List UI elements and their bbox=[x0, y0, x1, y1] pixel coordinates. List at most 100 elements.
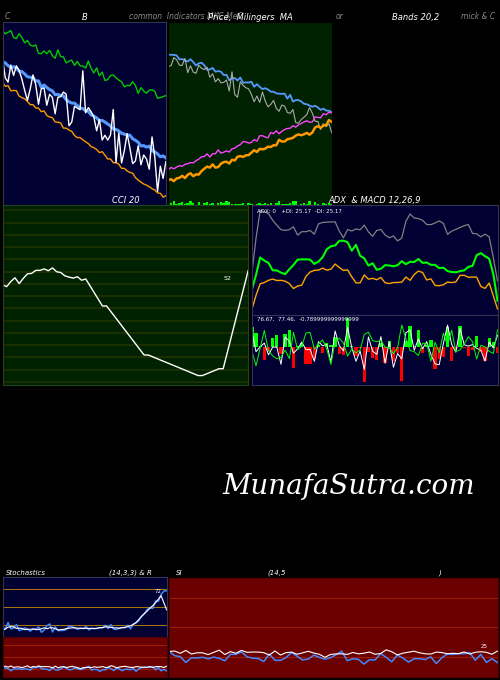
Bar bbox=[189, 201, 192, 205]
Bar bbox=[302, 203, 305, 205]
Bar bbox=[225, 201, 228, 205]
Bar bbox=[328, 203, 330, 205]
Text: ): ) bbox=[438, 570, 441, 576]
Text: (14,3,3) & R: (14,3,3) & R bbox=[109, 570, 152, 576]
Bar bbox=[350, 345, 354, 347]
Bar bbox=[475, 337, 478, 347]
Bar bbox=[254, 333, 258, 347]
Bar bbox=[278, 201, 280, 205]
Bar bbox=[317, 345, 320, 347]
Bar bbox=[416, 330, 420, 347]
Text: (14,5: (14,5 bbox=[268, 570, 286, 576]
Bar bbox=[178, 203, 180, 205]
Bar bbox=[404, 341, 407, 347]
Bar bbox=[242, 203, 244, 205]
Bar bbox=[346, 318, 350, 347]
Bar bbox=[217, 203, 220, 205]
Bar bbox=[429, 340, 432, 347]
Title: B: B bbox=[82, 13, 87, 22]
Bar bbox=[466, 347, 470, 356]
Bar bbox=[322, 203, 324, 205]
Bar bbox=[248, 203, 250, 205]
Bar bbox=[321, 347, 324, 353]
Bar bbox=[172, 201, 175, 205]
Bar bbox=[258, 346, 262, 347]
Bar bbox=[362, 347, 366, 382]
Bar bbox=[275, 335, 278, 347]
Bar bbox=[206, 202, 208, 205]
Bar bbox=[234, 203, 236, 205]
Text: 25: 25 bbox=[480, 644, 488, 649]
Bar bbox=[314, 203, 316, 205]
Bar bbox=[289, 203, 292, 205]
Bar bbox=[288, 330, 291, 347]
Bar bbox=[228, 202, 230, 205]
Bar bbox=[479, 347, 482, 352]
Bar bbox=[198, 202, 200, 205]
Text: mick & C: mick & C bbox=[461, 12, 495, 20]
Text: Stochastics: Stochastics bbox=[6, 570, 46, 576]
Bar bbox=[192, 203, 194, 205]
Bar bbox=[496, 347, 499, 352]
Bar bbox=[392, 347, 395, 360]
Bar bbox=[384, 347, 386, 363]
Title: CCI 20: CCI 20 bbox=[112, 197, 139, 205]
Bar bbox=[388, 341, 391, 347]
Text: 72: 72 bbox=[155, 589, 162, 594]
Bar bbox=[316, 203, 319, 205]
Bar bbox=[184, 203, 186, 205]
Bar bbox=[239, 203, 242, 205]
Bar bbox=[222, 203, 225, 205]
Bar bbox=[446, 326, 449, 347]
Bar bbox=[330, 204, 333, 205]
Bar bbox=[380, 343, 382, 347]
Bar bbox=[471, 347, 474, 350]
Bar bbox=[358, 347, 362, 348]
Bar bbox=[300, 343, 304, 347]
Text: MunafaSutra.com: MunafaSutra.com bbox=[222, 473, 476, 500]
Bar bbox=[258, 203, 261, 205]
Title: ADX  & MACD 12,26,9: ADX & MACD 12,26,9 bbox=[328, 197, 421, 205]
Bar bbox=[354, 347, 358, 356]
Bar bbox=[280, 347, 282, 354]
Bar bbox=[400, 347, 404, 381]
Bar bbox=[308, 347, 312, 364]
Bar bbox=[306, 203, 308, 205]
Title: Bands 20,2: Bands 20,2 bbox=[392, 13, 440, 22]
Bar bbox=[280, 204, 283, 205]
Bar bbox=[312, 347, 316, 359]
Bar bbox=[170, 203, 172, 205]
Bar bbox=[492, 341, 495, 347]
Bar bbox=[438, 347, 441, 359]
Text: common  Indicators MKC MeC: common Indicators MKC MeC bbox=[128, 12, 242, 20]
Bar bbox=[371, 347, 374, 358]
Bar bbox=[450, 347, 454, 361]
Bar bbox=[442, 347, 445, 357]
Bar bbox=[284, 334, 287, 347]
Bar bbox=[262, 347, 266, 360]
Bar bbox=[294, 201, 297, 205]
Text: 76.67,  77.46,  -0.789999999999999: 76.67, 77.46, -0.789999999999999 bbox=[257, 317, 358, 322]
Bar bbox=[334, 337, 337, 347]
Bar bbox=[292, 201, 294, 205]
Bar bbox=[408, 326, 412, 347]
Bar bbox=[250, 327, 254, 347]
Text: C: C bbox=[5, 12, 10, 20]
Bar bbox=[330, 345, 332, 347]
Bar bbox=[284, 203, 286, 205]
Text: or: or bbox=[335, 12, 343, 20]
Bar bbox=[434, 347, 436, 369]
Bar bbox=[236, 204, 239, 205]
Bar bbox=[375, 347, 378, 360]
Bar bbox=[203, 203, 205, 205]
Bar bbox=[325, 204, 328, 205]
Text: 52: 52 bbox=[223, 276, 231, 281]
Bar bbox=[286, 204, 288, 205]
Bar bbox=[231, 204, 233, 205]
Bar bbox=[220, 202, 222, 205]
Bar bbox=[186, 203, 189, 205]
Bar bbox=[181, 202, 184, 205]
Bar bbox=[270, 203, 272, 205]
Text: SI: SI bbox=[176, 570, 182, 576]
Bar bbox=[488, 338, 491, 347]
